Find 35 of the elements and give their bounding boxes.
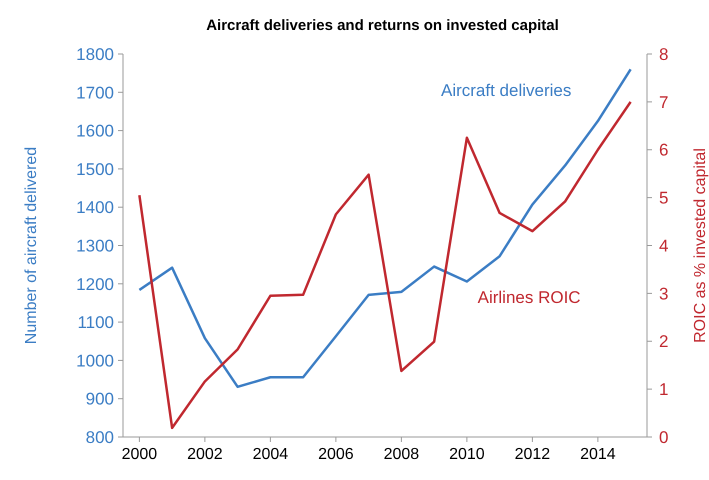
x-tick-label: 2014 <box>580 446 616 463</box>
y-tick-label: 1600 <box>76 122 114 141</box>
y2-tick-label: 8 <box>659 44 668 64</box>
y-tick-label: 1200 <box>76 274 114 294</box>
x-tick-label: 2012 <box>514 446 550 463</box>
y-tick-label: 1800 <box>76 44 114 64</box>
y-tick-label: 1700 <box>76 83 114 102</box>
text: Airlines ROIC <box>478 288 581 307</box>
series-label: Aircraft deliveries <box>440 81 572 100</box>
x-tick-label: 2008 <box>384 446 420 463</box>
y-tick-label: 1100 <box>77 313 114 332</box>
line-series <box>138 68 632 388</box>
y-tick-label: 1500 <box>76 160 114 179</box>
y-axis-title: Number of aircraft delivered <box>23 146 40 344</box>
y2-tick-label: 4 <box>659 236 668 256</box>
y-tick-label: 900 <box>86 390 114 409</box>
x-tick-label: 2010 <box>449 446 485 463</box>
y2-axis-title: ROIC as % invested capital <box>692 148 709 343</box>
line-series <box>138 100 632 430</box>
y2-tick-label: 0 <box>659 428 668 447</box>
y2-tick-label: 6 <box>659 140 668 160</box>
y2-tick-label: 3 <box>659 284 668 304</box>
x-tick-label: 2002 <box>187 446 223 463</box>
y2-tick-label: 7 <box>659 92 668 112</box>
x-tick-label: 2000 <box>122 446 158 463</box>
y2-tick-label: 2 <box>659 332 668 352</box>
chart-title: Aircraft deliveries and returns on invested capital <box>206 17 559 34</box>
y-tick-label: 800 <box>86 428 114 447</box>
y2-tick-label: 1 <box>659 380 668 400</box>
x-tick-label: 2004 <box>252 446 288 463</box>
y-tick-label: 1000 <box>76 351 114 370</box>
y-tick-label: 1300 <box>76 236 114 256</box>
y-tick-label: 1400 <box>76 198 114 218</box>
x-tick-label: 2006 <box>318 446 354 463</box>
y2-tick-label: 5 <box>659 188 668 208</box>
